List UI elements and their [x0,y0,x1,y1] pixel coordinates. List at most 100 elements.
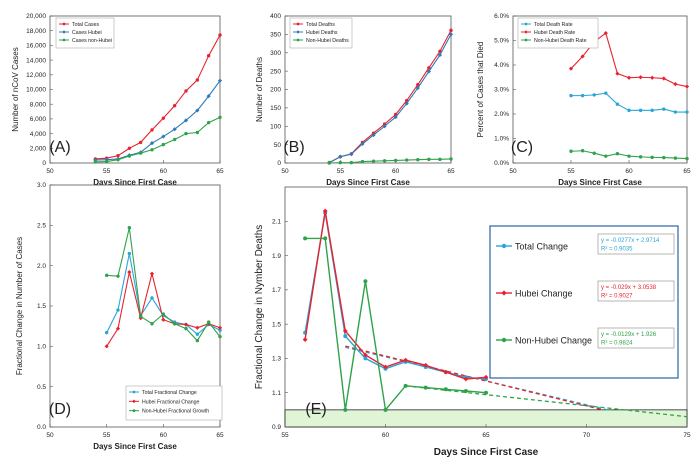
data-point [161,116,166,120]
data-point [483,374,489,380]
data-point [327,161,331,165]
data-point [206,53,211,58]
x-axis-label: Days Since First Case [326,178,410,187]
y-tick-label: 3.0% [494,87,509,94]
y-tick-label: 6.0% [494,13,509,20]
legend-label: Total Fractional Change [142,390,197,396]
legend-box [517,17,599,49]
y-tick-label: 250 [270,68,281,75]
y-tick-label: 20,000 [26,13,46,20]
x-tick-label: 75 [683,432,691,439]
data-point [615,102,620,106]
x-tick-label: 65 [216,168,224,175]
y-tick-label: 350 [270,32,281,39]
legend-box [55,17,115,49]
trend-r-squared: R² = 0.9824 [601,341,633,347]
data-point [449,28,453,33]
trend-equation: y = -0.0129x + 1.926 [601,332,657,338]
y-axis-label: Percent of Cases that Died [476,42,485,138]
x-tick-label: 60 [392,168,400,175]
legend-marker [296,22,300,26]
data-point [184,89,188,93]
legend-marker [62,38,66,42]
data-point [423,385,428,390]
legend-label: Hubei Deaths [306,30,338,36]
data-point [638,108,643,113]
data-point [650,108,654,113]
y-tick-label: 14,000 [26,57,46,64]
data-point [463,376,469,382]
panel-label: (C) [511,139,533,156]
data-point [138,140,143,145]
data-point [592,93,596,97]
trendline [405,385,688,418]
legend-marker [296,38,300,42]
data-point [349,160,354,165]
data-point [443,369,449,375]
data-point [580,54,585,59]
data-point [218,334,222,339]
data-point [115,326,121,331]
x-tick-label: 60 [160,432,168,439]
data-point [302,337,308,342]
y-tick-label: 2,000 [30,146,47,153]
data-point [323,236,328,241]
legend-marker [132,390,136,394]
data-point [685,110,689,114]
legend-label: Hubei Change [515,289,573,299]
y-tick-label: 300 [270,50,281,57]
data-point [195,108,200,113]
data-point [127,226,132,230]
legend-label: Non-Hubei Death Rate [534,38,587,44]
legend-label: Cases non-Hubei [72,38,112,44]
chart-c: 0.0% 1.0% 2.0% 3.0% 4.0% 5.0% 6.0% 50 55 60 65 Days… [476,13,691,187]
data-point [116,157,120,162]
x-tick-label: 70 [583,432,591,439]
data-point [93,160,98,164]
data-point [403,357,408,363]
y-tick-label: 1.0 [37,344,46,351]
x-axis-label: Days Since First Case [434,447,539,458]
data-point [684,84,690,89]
y-tick-label: 0.5 [37,384,46,391]
data-point [195,338,200,343]
data-point [443,387,448,392]
data-point [217,325,223,330]
series-line [305,237,487,412]
panel-label: (E) [305,401,326,418]
data-point [218,33,222,37]
data-point [161,134,166,139]
legend-marker [132,409,136,413]
legend-label: Non-Hubei Deaths [306,38,349,44]
data-point [363,279,368,284]
y-axis-label: Number of Deaths [255,57,264,122]
data-point [661,76,666,81]
data-point [580,149,585,153]
data-point [437,52,443,58]
data-point [393,158,398,163]
legend-marker [501,243,507,249]
x-tick-label: 60 [382,432,390,439]
y-tick-label: 0.0% [494,160,509,167]
series-line [95,34,221,160]
x-tick-label: 60 [625,168,633,175]
data-point [303,236,308,241]
y-tick-label: 0.9 [272,424,281,431]
trend-equation-box [597,233,675,255]
data-point [149,271,155,276]
data-point [206,94,211,99]
data-point [184,326,188,331]
data-point [416,83,420,87]
data-point [650,75,655,80]
chart-d: 0.0 0.5 1.0 1.5 2.0 2.5 3.0 50 55 60 65 Days Since … [15,182,224,451]
x-axis-label: Days Since First Case [93,442,177,451]
legend-label: Total Change [515,242,568,252]
legend-marker [62,22,66,26]
y-tick-label: 2.1 [272,218,281,225]
data-point [638,75,643,80]
y-tick-label: 5.0% [494,38,509,45]
legend-label: Total Cases [72,22,100,28]
x-tick-label: 55 [337,168,345,175]
x-axis-label: Days Since First Case [558,178,642,187]
y-tick-label: 18,000 [26,28,46,35]
